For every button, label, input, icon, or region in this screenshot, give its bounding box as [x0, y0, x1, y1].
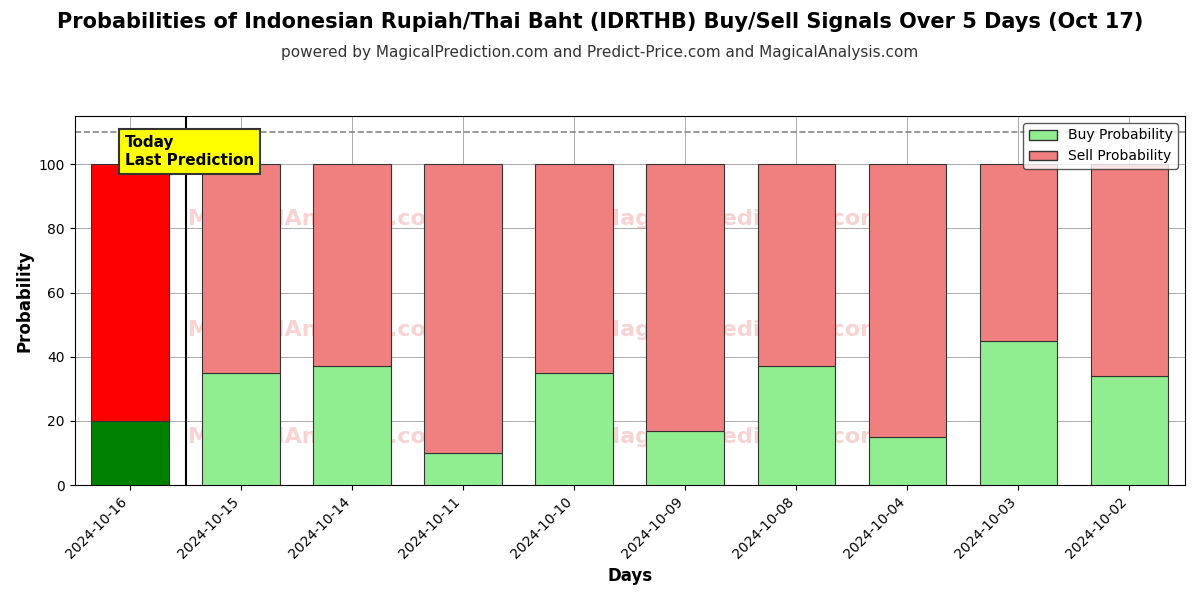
Bar — [203, 164, 280, 373]
Bar — [91, 164, 169, 421]
Bar — [869, 164, 947, 437]
Text: powered by MagicalPrediction.com and Predict-Price.com and MagicalAnalysis.com: powered by MagicalPrediction.com and Pre… — [281, 45, 919, 60]
Bar — [313, 367, 391, 485]
Bar — [869, 437, 947, 485]
Text: MagicalPrediction.com: MagicalPrediction.com — [598, 320, 883, 340]
Bar — [425, 164, 502, 453]
Text: MagicalAnalysis.com: MagicalAnalysis.com — [188, 427, 450, 447]
Text: MagicalPrediction.com: MagicalPrediction.com — [598, 427, 883, 447]
Bar — [91, 421, 169, 485]
Bar — [1091, 376, 1169, 485]
Bar — [647, 431, 725, 485]
Bar — [757, 367, 835, 485]
Bar — [1091, 164, 1169, 376]
Text: MagicalAnalysis.com: MagicalAnalysis.com — [188, 320, 450, 340]
X-axis label: Days: Days — [607, 567, 653, 585]
Bar — [313, 164, 391, 367]
Bar — [647, 164, 725, 431]
Bar — [979, 164, 1057, 341]
Bar — [425, 453, 502, 485]
Legend: Buy Probability, Sell Probability: Buy Probability, Sell Probability — [1024, 123, 1178, 169]
Text: MagicalPrediction.com: MagicalPrediction.com — [598, 209, 883, 229]
Bar — [535, 164, 613, 373]
Text: Today
Last Prediction: Today Last Prediction — [125, 135, 254, 167]
Text: MagicalAnalysis.com: MagicalAnalysis.com — [188, 209, 450, 229]
Text: Probabilities of Indonesian Rupiah/Thai Baht (IDRTHB) Buy/Sell Signals Over 5 Da: Probabilities of Indonesian Rupiah/Thai … — [56, 12, 1144, 32]
Bar — [535, 373, 613, 485]
Y-axis label: Probability: Probability — [16, 250, 34, 352]
Bar — [203, 373, 280, 485]
Bar — [757, 164, 835, 367]
Bar — [979, 341, 1057, 485]
